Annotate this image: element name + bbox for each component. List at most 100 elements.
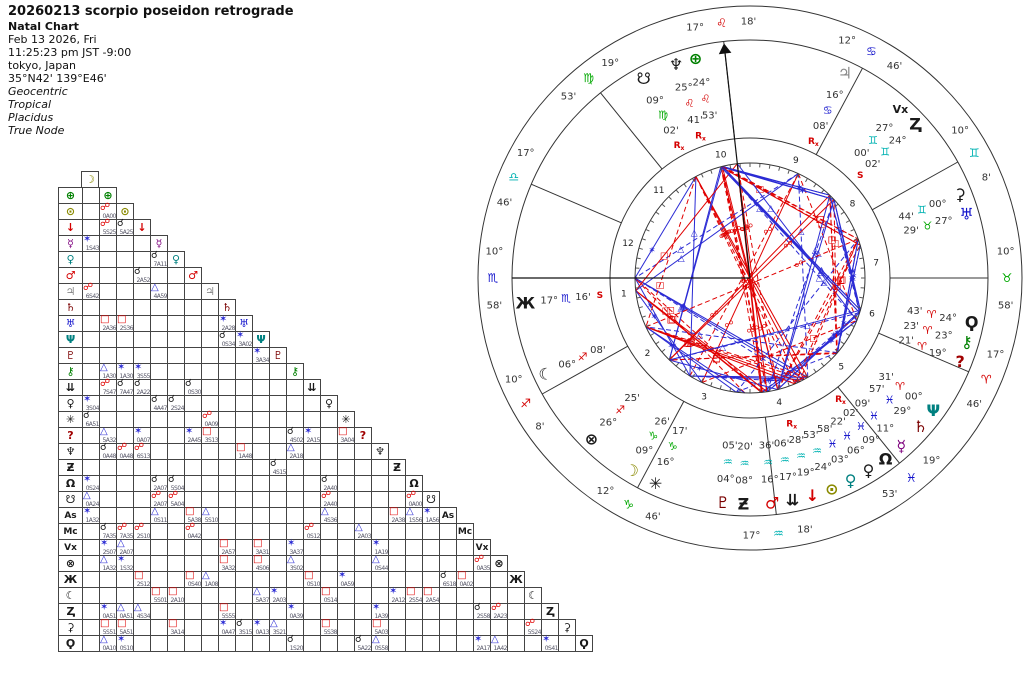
- square-icon: □: [168, 586, 178, 597]
- aspect-cell: [252, 491, 270, 508]
- square-icon: □: [100, 618, 110, 629]
- square-icon: □: [185, 506, 195, 517]
- trine-icon: △: [372, 554, 380, 565]
- degree-tick: [655, 341, 660, 345]
- opposition-icon: ☍: [100, 202, 111, 213]
- orb-value: 4A47: [153, 405, 167, 412]
- aspect-cell: [82, 619, 100, 636]
- aspect-cell: [82, 203, 100, 220]
- grid-planet-label-point-question: ?: [58, 427, 83, 444]
- square-icon: □: [831, 277, 840, 287]
- aspect-cell: [320, 443, 338, 460]
- aspect-cell: △ 0A10: [99, 634, 117, 652]
- aspect-cell: [218, 475, 236, 492]
- point-arrow-down-sign-icon: ♒: [796, 450, 806, 463]
- aspect-cell: [167, 315, 185, 332]
- grid-planet-label-point-qoppa: Ϙ: [58, 635, 83, 652]
- trine-icon: △: [117, 602, 125, 613]
- aspect-cell: [167, 283, 185, 300]
- aspect-cell: [201, 331, 219, 348]
- uranus-minute: 29': [903, 226, 918, 237]
- aspect-cell: [184, 539, 202, 556]
- grid-planet-label-earth: ⊕: [58, 187, 83, 204]
- aspect-cell: [167, 411, 185, 428]
- aspect-line-square: [720, 166, 859, 240]
- aspect-cell: ☍ 2A07: [150, 490, 168, 508]
- point-question-sign-icon: ♈: [917, 340, 927, 353]
- square-icon: □: [686, 338, 695, 348]
- degree-tick: [692, 178, 695, 183]
- cusp-9-sign-icon: ♋: [866, 45, 877, 59]
- aspect-cell: [320, 411, 338, 428]
- aspect-cell: [269, 555, 287, 572]
- orb-value: 2A17: [476, 645, 490, 652]
- aspect-cell: [201, 363, 219, 380]
- aspect-line-square: [635, 163, 738, 291]
- sextile-icon: ✶: [236, 330, 245, 341]
- point-snowflake-minute: 17': [672, 426, 687, 437]
- sextile-icon: ✶: [849, 267, 857, 277]
- cusp-4-degree: 17°: [743, 531, 761, 542]
- degree-tick: [729, 387, 732, 392]
- aspect-cell: [82, 427, 100, 444]
- aspect-cell: [337, 523, 355, 540]
- grid-planet-label-mars: ♂: [58, 267, 83, 284]
- grid-row-saturn: ♄ ♄: [58, 299, 593, 316]
- aspect-cell: □ 0S10: [303, 570, 321, 588]
- grid-diagonal-point-z: Ⱬ: [541, 603, 559, 620]
- aspect-cell: [184, 635, 202, 652]
- house-cusp-line: [600, 92, 663, 170]
- point-psi-banner-minute: 41': [687, 115, 702, 126]
- aspect-line-trine: [735, 238, 859, 393]
- aspect-cell: [286, 571, 304, 588]
- aspect-cell: □ 2S54: [405, 586, 423, 604]
- aspect-cell: [269, 427, 287, 444]
- aspect-cell: ☌ 5A25: [116, 218, 134, 236]
- cusp-10-minute: 18': [741, 17, 756, 28]
- sextile-icon: ✶: [83, 506, 92, 517]
- sextile-icon: ✶: [253, 346, 262, 357]
- planet-glyph-south-node: ☋: [637, 69, 651, 88]
- aspect-line-sextile: [689, 375, 805, 380]
- sextile-icon: ✶: [117, 634, 126, 645]
- north-node-degree: 09°: [862, 435, 880, 446]
- grid-planet-label-chiron: ⚷: [58, 363, 83, 380]
- aspect-cell: [269, 523, 287, 540]
- aspect-cell: [150, 443, 168, 460]
- aspect-cell: ✶ 2S07: [99, 538, 117, 556]
- aspect-cell: [235, 491, 253, 508]
- aspect-cell: [150, 347, 168, 364]
- sextile-icon: ✶: [837, 227, 845, 237]
- degree-tick: [854, 238, 859, 241]
- aspect-cell: [507, 603, 525, 620]
- aspect-cell: [201, 587, 219, 604]
- planet-glyph-vertex: Vx: [893, 103, 909, 116]
- aspect-cell: [269, 491, 287, 508]
- orb-value: 0A02: [459, 581, 473, 588]
- trine-icon: △: [691, 229, 698, 239]
- aspect-cell: [82, 331, 100, 348]
- aspect-line-sextile: [645, 326, 745, 394]
- aspect-cell: [116, 571, 134, 588]
- sextile-icon: ✶: [670, 342, 678, 352]
- aspect-cell: [405, 539, 423, 556]
- aspect-line-trine: [634, 277, 809, 378]
- planet-glyph-point-snowflake: ✳: [649, 474, 662, 493]
- aspect-cell: [133, 395, 151, 412]
- orb-value: 1S56: [408, 517, 423, 524]
- opposition-icon: ☍: [321, 490, 332, 501]
- neptune-sign-icon: ♈: [895, 380, 905, 393]
- aspect-cell: [167, 427, 185, 444]
- trine-icon: △: [83, 490, 91, 501]
- aspect-cell: [252, 363, 270, 380]
- aspect-line-square: [645, 176, 697, 328]
- orb-value: 2S54: [408, 597, 423, 604]
- planet-glyph-chiron: ⚷: [961, 333, 973, 352]
- aspect-cell: [184, 603, 202, 620]
- aspect-cell: [303, 635, 321, 652]
- grid-row-ascendant: As ✶ 1A32 △ 0S11 □ 5A38 △ 5S10 △ 4S36 □ 2A38 △ 1S56 ✶ 1A…: [58, 506, 593, 524]
- aspect-cell: △ 1A30: [99, 362, 117, 380]
- aspect-cell: ✶ 0A13: [252, 618, 270, 636]
- venus-minute: 58': [817, 424, 832, 435]
- house-cusp-line: [837, 386, 900, 464]
